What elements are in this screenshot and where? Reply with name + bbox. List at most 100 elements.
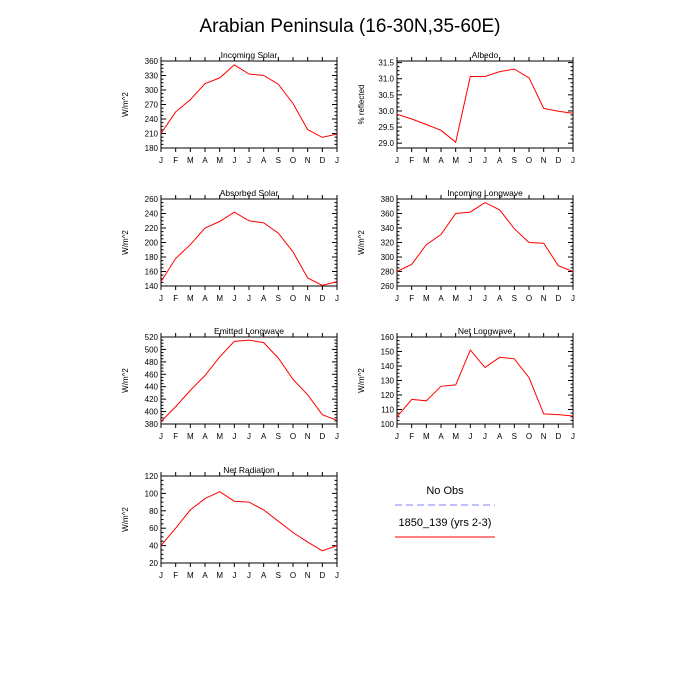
absorbed-solar-xtick-label: S [276,294,281,303]
absorbed-solar-xtick-label: O [290,294,296,303]
net-radiation-xtick-label: D [319,571,325,580]
net-radiation-xtick-label: J [335,571,339,580]
incoming-longwave-title: Incoming Longwave [447,188,523,198]
incoming-longwave-ytick-label: 340 [381,224,395,233]
panels: Incoming Solar W/m^2 180 210 240 270 300 330 360… [121,50,575,580]
incoming-solar-xtick-label: A [202,156,208,165]
net-longwave-xtick-label: J [483,432,487,441]
absorbed-solar-xtick-label: M [216,294,223,303]
net-longwave-ylabel: W/m^2 [357,368,366,393]
emitted-longwave-ylabel: W/m^2 [121,368,130,393]
net-radiation-frame [160,475,338,564]
emitted-longwave-ytick-label: 520 [145,333,159,342]
incoming-longwave-xtick-label: S [512,294,517,303]
incoming-longwave-xtick-label: J [571,294,575,303]
net-longwave-ytick-label: 160 [381,333,395,342]
albedo-ylabel: % reflected [357,84,366,124]
emitted-longwave-ytick-label: 400 [145,408,159,417]
incoming-longwave-xtick-label: A [438,294,444,303]
net-longwave-xtick-label: O [526,432,532,441]
incoming-solar-title: Incoming Solar [221,50,278,60]
emitted-longwave-xtick-label: S [276,432,281,441]
net-longwave-ytick-label: 130 [381,377,395,386]
albedo-xtick-label: M [452,156,459,165]
net-radiation-ytick-label: 120 [145,472,159,481]
net-longwave-frame [396,336,574,425]
absorbed-solar-ylabel: W/m^2 [121,230,130,255]
net-longwave-ytick-label: 120 [381,391,395,400]
absorbed-solar-ytick-label: 220 [145,224,159,233]
incoming-longwave-panel: Incoming Longwave W/m^2 260 280 300 320 340 360… [357,188,575,303]
albedo-xtick-label: J [483,156,487,165]
emitted-longwave-xtick-label: J [159,432,163,441]
emitted-longwave-xtick-label: J [335,432,339,441]
absorbed-solar-ytick-label: 140 [145,282,159,291]
incoming-solar-xtick-label: M [216,156,223,165]
net-radiation-xtick-label: A [202,571,208,580]
absorbed-solar-xtick-label: J [335,294,339,303]
albedo-ytick-label: 30.5 [378,91,394,100]
incoming-longwave-xtick-label: J [468,294,472,303]
incoming-longwave-xtick-label: A [497,294,503,303]
net-radiation-ytick-label: 40 [149,542,158,551]
net-longwave-xtick-label: A [497,432,503,441]
emitted-longwave-ytick-label: 420 [145,395,159,404]
emitted-longwave-xtick-label: O [290,432,296,441]
emitted-longwave-xtick-label: A [261,432,267,441]
net-radiation-xtick-label: J [247,571,251,580]
absorbed-solar-xtick-label: N [305,294,311,303]
absorbed-solar-ytick-label: 240 [145,210,159,219]
incoming-solar-ytick-label: 300 [145,86,159,95]
albedo-xtick-label: A [438,156,444,165]
emitted-longwave-series-line [160,339,338,422]
net-radiation-xtick-label: A [261,571,267,580]
incoming-longwave-ytick-label: 300 [381,253,395,262]
incoming-longwave-xtick-label: D [555,294,561,303]
net-longwave-xtick-label: N [541,432,547,441]
emitted-longwave-ytick-label: 500 [145,345,159,354]
net-longwave-xtick-label: S [512,432,517,441]
incoming-longwave-xtick-label: M [452,294,459,303]
albedo-xtick-label: J [468,156,472,165]
albedo-xtick-label: F [409,156,414,165]
albedo-xtick-label: A [497,156,503,165]
emitted-longwave-title: Emitted Longwave [214,326,284,336]
net-longwave-ytick-label: 100 [381,420,395,429]
net-longwave-ytick-label: 140 [381,362,395,371]
albedo-title: Albedo [472,50,499,60]
albedo-ytick-label: 30.0 [378,107,394,116]
incoming-solar-ylabel: W/m^2 [121,92,130,117]
incoming-solar-xtick-label: F [173,156,178,165]
albedo-ytick-label: 31.0 [378,75,394,84]
incoming-solar-xtick-label: A [261,156,267,165]
incoming-solar-ytick-label: 270 [145,101,159,110]
incoming-longwave-frame [396,198,574,287]
emitted-longwave-ytick-label: 440 [145,383,159,392]
absorbed-solar-series-line [160,211,338,286]
albedo-frame [396,60,574,149]
incoming-longwave-ytick-label: 320 [381,239,395,248]
net-longwave-xtick-label: J [395,432,399,441]
net-longwave-xtick-label: J [468,432,472,441]
emitted-longwave-frame [160,336,338,425]
absorbed-solar-xtick-label: J [247,294,251,303]
legend-label-obs: No Obs [426,485,464,497]
emitted-longwave-ytick-label: 380 [145,420,159,429]
incoming-longwave-ytick-label: 360 [381,210,395,219]
absorbed-solar-ytick-label: 160 [145,268,159,277]
incoming-longwave-xtick-label: J [395,294,399,303]
net-radiation-xtick-label: M [216,571,223,580]
absorbed-solar-panel: Absorbed Solar W/m^2 140 160 180 200 220 240 260… [121,188,339,303]
incoming-longwave-xtick-label: F [409,294,414,303]
net-radiation-ytick-label: 100 [145,489,159,498]
albedo-xtick-label: J [395,156,399,165]
net-radiation-ytick-label: 60 [149,524,158,533]
incoming-solar-xtick-label: S [276,156,281,165]
legend: No Obs 1850_139 (yrs 2-3) [395,485,495,538]
net-radiation-xtick-label: M [187,571,194,580]
net-radiation-xtick-label: O [290,571,296,580]
net-radiation-ylabel: W/m^2 [121,507,130,532]
legend-label-model: 1850_139 (yrs 2-3) [399,517,492,529]
incoming-longwave-series-line [396,202,574,272]
incoming-longwave-xtick-label: J [483,294,487,303]
